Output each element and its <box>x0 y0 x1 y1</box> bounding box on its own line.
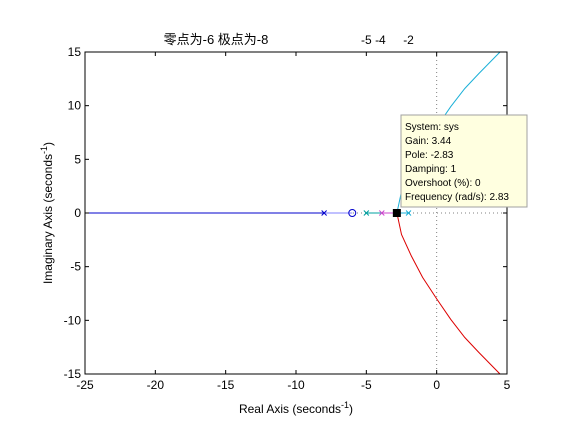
pole-marker-3 <box>405 210 412 216</box>
y-tick-label-3: 0 <box>74 206 81 220</box>
x-axis-label-text: Real Axis (seconds <box>239 402 341 416</box>
data-tip[interactable]: System: sys Gain: 3.44 Pole: -2.83 Dampi… <box>400 114 528 208</box>
x-axis-label-end: ) <box>349 402 353 416</box>
data-tip-line-overshoot: Overshoot (%): 0 <box>405 178 481 189</box>
x-tick-label-4: -5 <box>361 378 372 392</box>
data-tip-box <box>400 114 528 208</box>
x-tick-label-0: -25 <box>76 378 94 392</box>
grid-label-0: -5 <box>361 33 372 47</box>
data-tip-line-system: System: sys <box>405 122 459 133</box>
pole-x-stroke-b <box>321 210 327 216</box>
x-tick-label-5: 0 <box>433 378 440 392</box>
y-tick-label-5: 10 <box>68 99 82 113</box>
data-tip-line-gain: Gain: 3.44 <box>405 136 452 147</box>
pole-marker-2 <box>378 210 385 216</box>
y-tick-label-6: 15 <box>68 45 82 59</box>
pole-x-stroke-b <box>378 210 385 216</box>
zero-marker-0 <box>348 209 357 217</box>
x-tick-label-1: -20 <box>147 378 165 392</box>
x-tick-label-6: 5 <box>504 378 511 392</box>
y-tick-label-1: -10 <box>64 313 82 327</box>
data-tip-line-damping: Damping: 1 <box>405 164 457 175</box>
x-axis-label: Real Axis (seconds-1) <box>239 400 353 416</box>
y-axis-label-sup: -1 <box>39 146 49 154</box>
selected-point-marker[interactable] <box>392 209 401 217</box>
y-axis-label-text: Imaginary Axis (seconds <box>41 154 55 284</box>
pole-marker-1 <box>363 210 370 216</box>
damping-grid: -5 -4 -2 <box>85 33 507 374</box>
pole-x-stroke-b <box>363 210 370 216</box>
y-tick-label-4: 5 <box>74 152 81 166</box>
chart-title: 零点为-6 极点为-8 <box>164 32 269 47</box>
data-tip-line-frequency: Frequency (rad/s): 2.83 <box>405 192 509 203</box>
pole-zero-markers <box>321 209 412 217</box>
pole-x-stroke-b <box>405 210 412 216</box>
y-axis-label: Imaginary Axis (seconds-1) <box>39 142 55 284</box>
x-tick-label-2: -15 <box>217 378 235 392</box>
grid-label-1: -4 <box>375 33 386 47</box>
y-axis-label-end: ) <box>41 142 55 146</box>
axis-ticks: -25 -20 -15 -10 -5 0 5 -15 -10 -5 0 5 10 15 <box>64 45 511 392</box>
grid-label-2: -2 <box>403 33 414 47</box>
x-tick-label-3: -10 <box>287 378 305 392</box>
pole-marker-0 <box>321 210 327 216</box>
y-tick-label-2: -5 <box>70 260 81 274</box>
data-tip-line-pole: Pole: -2.83 <box>405 150 454 161</box>
locus-branch-5 <box>396 212 501 375</box>
y-tick-label-0: -15 <box>64 367 82 381</box>
x-axis-label-sup: -1 <box>341 400 349 410</box>
